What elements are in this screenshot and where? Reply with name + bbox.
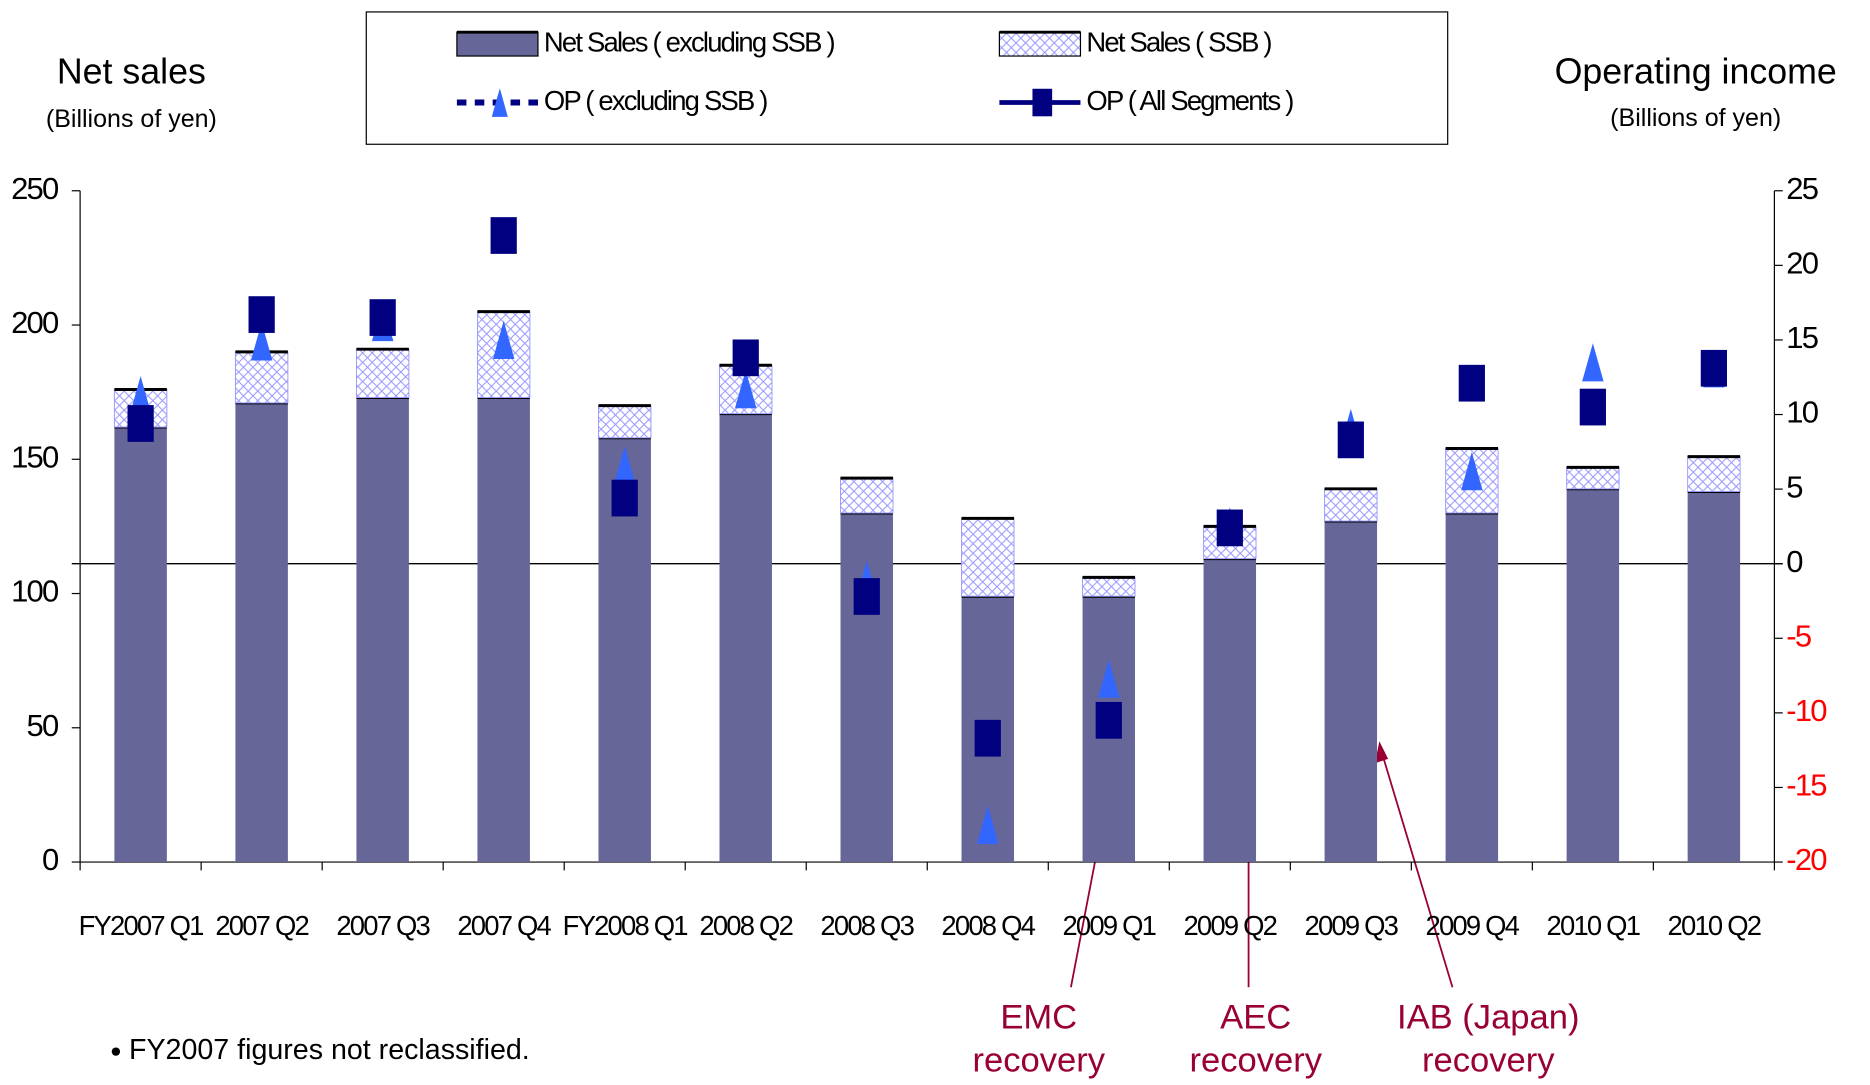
x-tick-label: 2008 Q2 bbox=[699, 910, 792, 941]
y-tick-label: 50 bbox=[27, 708, 59, 743]
y-tick-label: 250 bbox=[11, 171, 59, 206]
y2-axis-title: Operating income bbox=[1555, 51, 1837, 91]
legend-label: Net Sales ( excluding SSB ) bbox=[544, 26, 835, 57]
y2-tick-label: -5 bbox=[1786, 618, 1811, 653]
marker bbox=[611, 479, 638, 517]
annotation: IAB (Japan) bbox=[1397, 999, 1580, 1037]
y-tick-label: 150 bbox=[11, 439, 59, 474]
legend-label: OP ( excluding SSB ) bbox=[544, 85, 767, 116]
bar bbox=[719, 413, 772, 863]
bar bbox=[356, 397, 409, 863]
bar bbox=[1566, 488, 1620, 863]
y-axis-title: Net sales bbox=[57, 51, 206, 91]
bar bbox=[1566, 466, 1620, 490]
y2-tick-label: 5 bbox=[1786, 469, 1802, 504]
x-tick-label: 2009 Q4 bbox=[1426, 910, 1520, 941]
y2-axis-subtitle: (Billions of yen) bbox=[1610, 104, 1781, 132]
x-tick-label: FY2008 Q1 bbox=[563, 910, 688, 941]
x-tick-label: 2007 Q4 bbox=[457, 910, 551, 941]
legend-swatch bbox=[456, 31, 539, 57]
x-tick-label: 2009 Q2 bbox=[1183, 910, 1276, 941]
legend-box bbox=[365, 11, 1449, 145]
y-tick-label: 0 bbox=[42, 842, 59, 877]
x-tick-label: 2010 Q1 bbox=[1547, 910, 1640, 941]
bar bbox=[235, 402, 288, 863]
x-tick-label: 2009 Q3 bbox=[1305, 910, 1399, 941]
marker bbox=[1216, 509, 1243, 547]
marker bbox=[977, 805, 999, 844]
annotation: EMC bbox=[1000, 999, 1077, 1037]
y-tick-label: 200 bbox=[11, 305, 59, 340]
marker bbox=[129, 376, 152, 415]
bar bbox=[1082, 576, 1136, 597]
marker bbox=[369, 299, 396, 336]
bar bbox=[1687, 491, 1741, 863]
marker bbox=[1337, 421, 1364, 459]
x-tick-label: 2008 Q3 bbox=[820, 910, 914, 941]
marker bbox=[613, 446, 636, 485]
marker bbox=[1458, 364, 1485, 402]
marker bbox=[1095, 701, 1122, 739]
x-tick-label: 2007 Q3 bbox=[336, 910, 430, 941]
bar bbox=[1687, 456, 1741, 492]
legend-label: OP ( All Segments ) bbox=[1086, 85, 1293, 116]
bar bbox=[1324, 521, 1378, 863]
marker bbox=[248, 296, 275, 333]
marker bbox=[1098, 659, 1120, 698]
x-tick-label: 2009 Q1 bbox=[1062, 910, 1155, 941]
bar bbox=[114, 427, 167, 863]
marker bbox=[1032, 88, 1053, 117]
legend-label: Net Sales ( SSB ) bbox=[1086, 26, 1271, 57]
y2-tick-label: -15 bbox=[1786, 768, 1826, 803]
x-tick-label: 2008 Q4 bbox=[941, 910, 1035, 941]
marker bbox=[1579, 388, 1606, 426]
y2-tick-label: 15 bbox=[1786, 320, 1817, 355]
marker bbox=[250, 322, 273, 361]
x-tick-label: 2007 Q2 bbox=[215, 910, 308, 941]
marker bbox=[490, 217, 517, 254]
bar bbox=[1445, 512, 1499, 863]
marker bbox=[734, 370, 757, 409]
marker bbox=[1582, 343, 1604, 382]
annotation: recovery bbox=[972, 1041, 1105, 1079]
bar bbox=[840, 477, 894, 514]
annotation: recovery bbox=[1189, 1041, 1322, 1079]
x-tick-label: FY2007 Q1 bbox=[79, 910, 204, 941]
y2-tick-label: 20 bbox=[1786, 246, 1818, 281]
y2-tick-label: 10 bbox=[1786, 395, 1818, 430]
marker bbox=[491, 88, 508, 117]
bar bbox=[597, 405, 652, 439]
annotation: AEC bbox=[1220, 999, 1291, 1037]
legend-swatch bbox=[998, 31, 1082, 57]
y2-tick-label: 0 bbox=[1786, 544, 1803, 579]
annotation: recovery bbox=[1422, 1041, 1555, 1079]
y2-tick-label: -10 bbox=[1786, 693, 1827, 728]
marker bbox=[732, 339, 759, 377]
y2-tick-label: 25 bbox=[1786, 171, 1817, 206]
marker bbox=[1700, 349, 1727, 387]
marker bbox=[127, 405, 154, 442]
footnote: FY2007 figures not reclassified. bbox=[129, 1034, 530, 1066]
x-tick-label: 2010 Q2 bbox=[1668, 910, 1761, 941]
bar bbox=[477, 397, 530, 863]
y-axis-subtitle: (Billions of yen) bbox=[46, 105, 217, 133]
bar bbox=[355, 348, 410, 398]
marker bbox=[853, 578, 880, 615]
y2-tick-label: -20 bbox=[1786, 842, 1827, 877]
bar bbox=[1324, 488, 1378, 522]
bar bbox=[1203, 558, 1257, 863]
marker bbox=[492, 320, 515, 360]
bar bbox=[961, 517, 1015, 597]
marker bbox=[974, 719, 1001, 757]
y-tick-label: 100 bbox=[11, 574, 59, 609]
footnote-bullet bbox=[111, 1047, 121, 1056]
marker bbox=[1461, 452, 1483, 491]
